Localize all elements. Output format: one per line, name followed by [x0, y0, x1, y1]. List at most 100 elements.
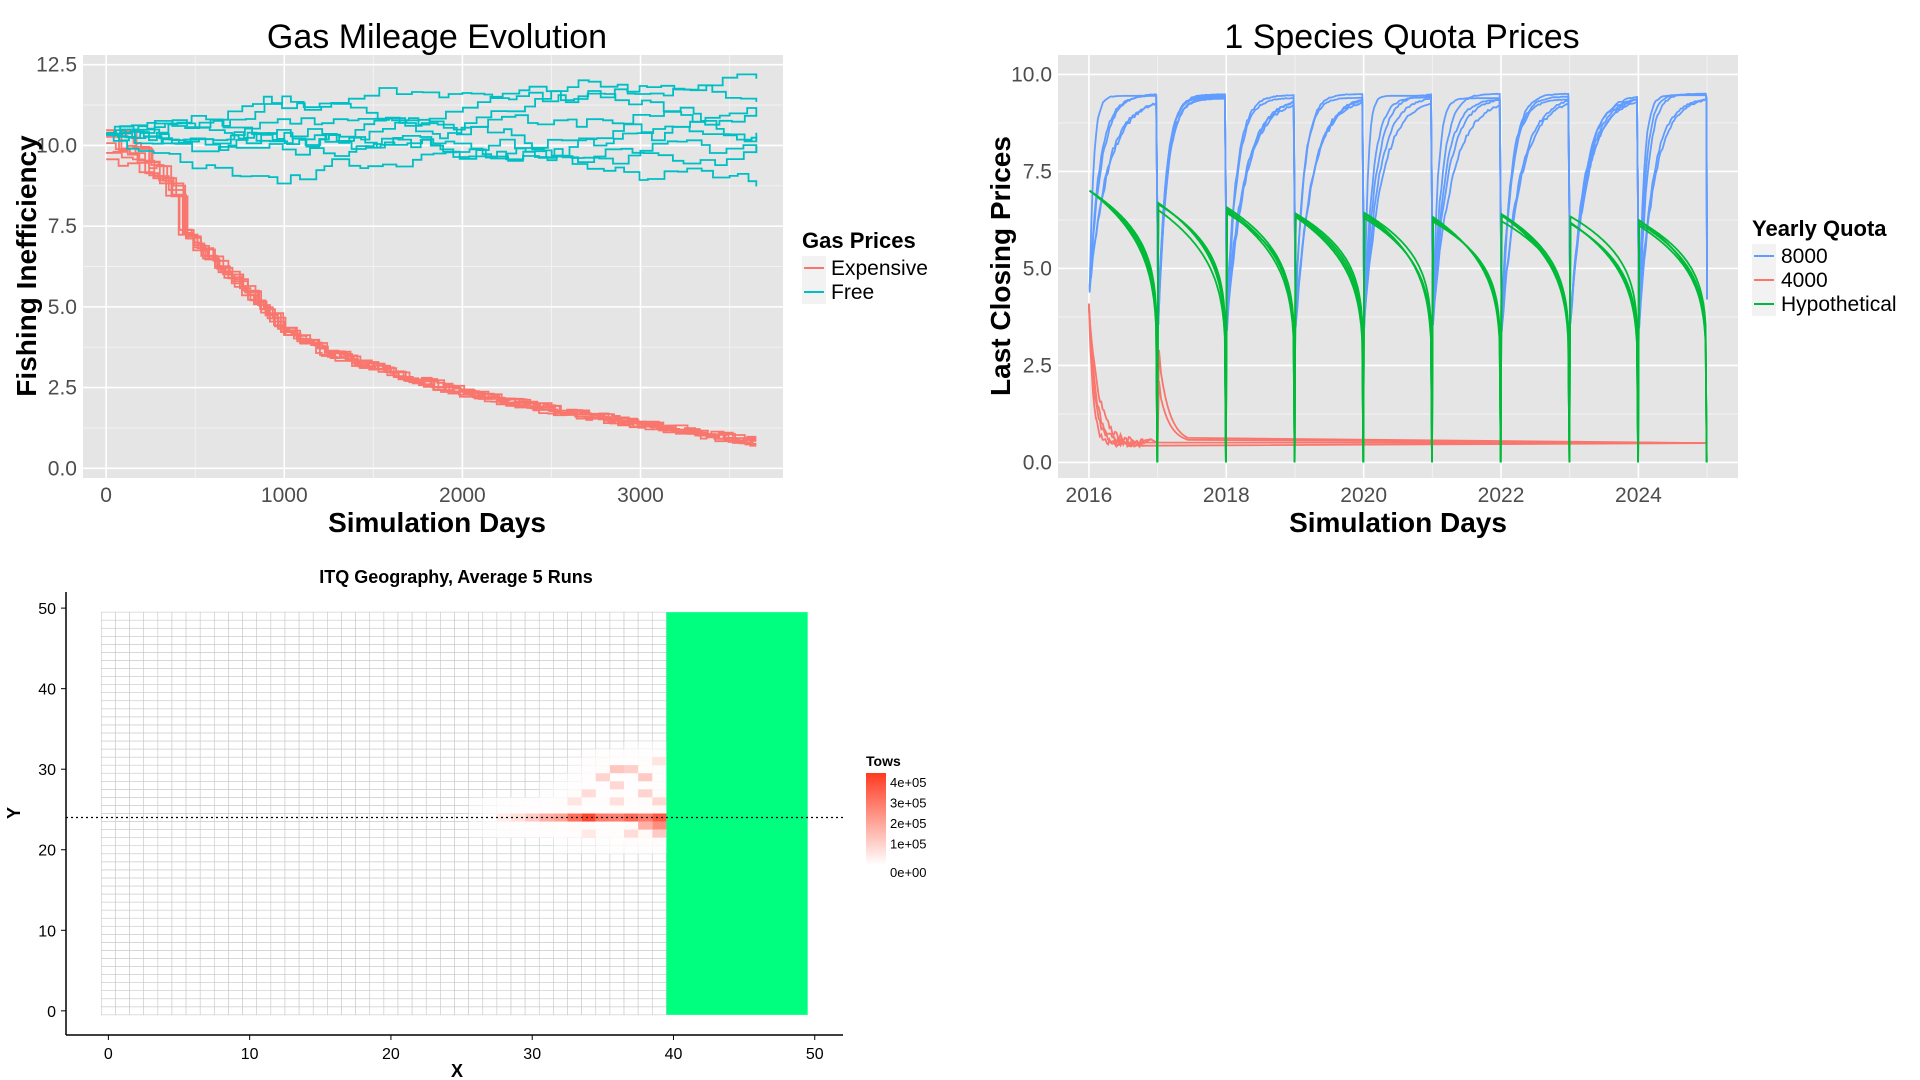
geo-grid-cell — [185, 925, 201, 935]
geo-grid-cell — [171, 797, 187, 806]
geo-grid-cell — [157, 837, 173, 847]
geo-grid-cell — [383, 756, 399, 766]
geo-grid-cell — [214, 1006, 229, 1016]
geo-grid-cell — [482, 708, 498, 718]
geo-grid-cell — [228, 925, 243, 935]
geo-grid-cell — [199, 756, 215, 766]
geo-grid-cell — [143, 813, 159, 822]
geo-grid-cell — [171, 619, 187, 629]
geo-grid-cell — [637, 861, 653, 871]
geo-grid-cell — [454, 917, 469, 927]
geo-grid-cell — [397, 780, 413, 790]
geo-grid-cell — [383, 990, 399, 1000]
geo-grid-cell — [581, 660, 597, 669]
geo-grid-cell — [185, 764, 201, 774]
geo-grid-cell — [440, 950, 455, 959]
geo-grid-cell — [242, 756, 258, 766]
geo-grid-cell — [129, 925, 144, 935]
geo-grid-cell — [171, 716, 187, 726]
geo-grid-cell — [567, 660, 582, 669]
geo-grid-cell — [609, 869, 625, 879]
geo-grid-cell — [510, 845, 526, 855]
geo-grid-cell — [228, 708, 243, 718]
geo-grid-cell — [312, 909, 328, 919]
geo-grid-cell — [425, 797, 441, 806]
geo-grid-cell — [383, 901, 399, 911]
geo-grid-cell — [425, 611, 441, 621]
geo-grid-cell — [440, 853, 455, 863]
geo-grid-cell — [312, 942, 328, 951]
geo-grid-cell — [425, 652, 441, 661]
geo-grid-cell — [609, 684, 625, 693]
geo-grid-cell — [327, 668, 342, 677]
geo-grid-cell — [369, 821, 385, 830]
geo-grid-cell — [256, 668, 272, 677]
geo-grid-cell — [115, 724, 130, 734]
geo-grid-cell — [553, 676, 568, 685]
geo-grid-cell — [355, 934, 371, 943]
geo-grid-cell — [383, 909, 399, 919]
geo-grid-cell — [369, 756, 385, 766]
geo-grid-cell — [496, 917, 512, 927]
geo-grid-cell — [341, 635, 356, 645]
geo-grid-cell — [637, 660, 653, 669]
geo-grid-cell — [228, 635, 243, 645]
geo-grid-cell — [369, 724, 385, 734]
geo-grid-cell — [609, 700, 625, 710]
geo-grid-cell — [327, 917, 342, 927]
quota-y-tick-label: 5.0 — [1023, 257, 1052, 280]
geo-grid-cell — [538, 748, 554, 758]
geo-grid-cell — [369, 660, 385, 669]
geo-grid-cell — [101, 797, 116, 806]
geo-grid-cell — [199, 861, 215, 871]
geo-grid-cell — [228, 748, 243, 758]
geo-grid-cell — [298, 635, 314, 645]
geo-grid-cell — [327, 611, 342, 621]
geo-grid-cell — [327, 925, 342, 935]
geo-grid-cell — [482, 950, 498, 959]
geo-grid-cell — [242, 1006, 258, 1016]
geo-grid-cell — [101, 885, 116, 895]
geo-grid-cell — [101, 998, 116, 1008]
geo-heat-cell — [595, 773, 610, 782]
geo-grid-cell — [623, 966, 639, 975]
geo-heat-halo — [595, 829, 610, 838]
geo-grid-cell — [171, 966, 187, 975]
chart-gas-legend-label-free: Free — [831, 281, 874, 304]
geo-grid-cell — [284, 877, 300, 887]
geo-grid-cell — [411, 990, 427, 1000]
geo-grid-cell — [538, 974, 554, 983]
geo-grid-cell — [609, 676, 625, 685]
geo-grid-cell — [609, 974, 625, 983]
geo-grid-cell — [214, 909, 229, 919]
geo-grid-cell — [369, 627, 385, 637]
geo-grid-cell — [157, 772, 173, 782]
geo-grid-cell — [482, 716, 498, 726]
geo-grid-cell — [496, 901, 512, 911]
geo-grid-cell — [567, 692, 582, 702]
geo-grid-cell — [440, 740, 455, 750]
geo-grid-cell — [312, 644, 328, 653]
geo-heat-halo — [581, 797, 596, 806]
geo-grid-cell — [553, 869, 568, 879]
geo-grid-cell — [411, 821, 427, 830]
geo-grid-cell — [524, 950, 540, 959]
geo-grid-cell — [327, 966, 342, 975]
geo-grid-cell — [468, 877, 484, 887]
geo-grid-cell — [256, 966, 272, 975]
geo-grid-cell — [355, 990, 371, 1000]
geo-grid-cell — [425, 684, 441, 693]
geo-grid-cell — [482, 740, 498, 750]
geo-grid-cell — [609, 692, 625, 702]
geo-grid-cell — [101, 966, 116, 975]
geo-grid-cell — [637, 901, 653, 911]
geo-legend-label: 2e+05 — [890, 816, 927, 831]
geo-grid-cell — [284, 861, 300, 871]
geo-heat-halo — [652, 749, 667, 758]
geo-grid-cell — [397, 982, 413, 991]
geo-grid-cell — [397, 740, 413, 750]
geo-grid-cell — [397, 845, 413, 855]
geo-grid-cell — [454, 837, 469, 847]
geo-grid-cell — [199, 740, 215, 750]
geo-grid-cell — [397, 756, 413, 766]
